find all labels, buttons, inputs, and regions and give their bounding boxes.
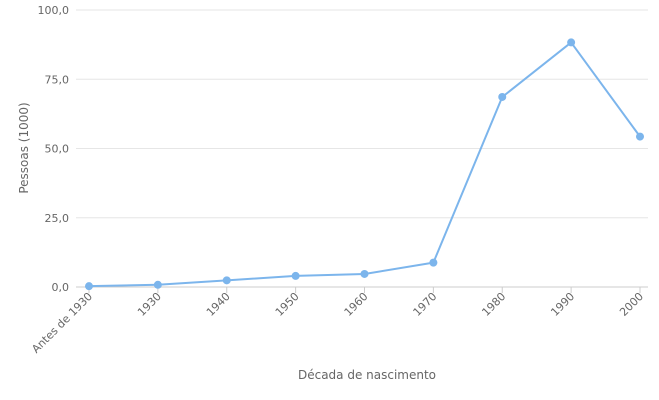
series xyxy=(85,38,644,291)
data-point-2000 xyxy=(636,132,644,141)
y-tick-label: 0,0 xyxy=(52,281,70,294)
y-tick-label: 50,0 xyxy=(45,143,70,156)
data-point-1970 xyxy=(429,258,438,267)
data-point-1960 xyxy=(360,269,369,278)
x-tick-label: 1930 xyxy=(135,290,164,319)
y-tick-label: 75,0 xyxy=(45,73,70,86)
x-tick-label: 1980 xyxy=(479,290,508,319)
data-point-1930 xyxy=(153,280,162,289)
x-axis-ticks: Antes de 1930 1930 1940 1950 1960 1970 1980 199… xyxy=(29,287,646,356)
y-axis-title: Pessoas (1000) xyxy=(17,102,31,193)
data-point-1990 xyxy=(567,38,576,47)
data-point-antes-de-1930 xyxy=(85,282,93,291)
y-tick-label: 25,0 xyxy=(45,212,70,225)
x-tick-label: 1970 xyxy=(411,290,440,319)
x-axis-title: Década de nascimento xyxy=(298,368,436,382)
y-tick-label: 100,0 xyxy=(38,4,70,17)
x-tick-label: 1950 xyxy=(273,290,302,319)
y-axis-ticks: 0,0 25,0 50,0 75,0 100,0 xyxy=(38,4,70,294)
data-point-1940 xyxy=(222,276,231,285)
x-tick-label: 1960 xyxy=(342,290,371,319)
x-tick-label: Antes de 1930 xyxy=(29,290,95,356)
x-tick-label: 2000 xyxy=(617,290,646,319)
grid xyxy=(76,9,648,288)
x-tick-label: 1940 xyxy=(204,290,233,319)
data-point-1950 xyxy=(291,271,300,280)
x-tick-label: 1990 xyxy=(548,290,577,319)
data-point-1980 xyxy=(498,92,507,101)
